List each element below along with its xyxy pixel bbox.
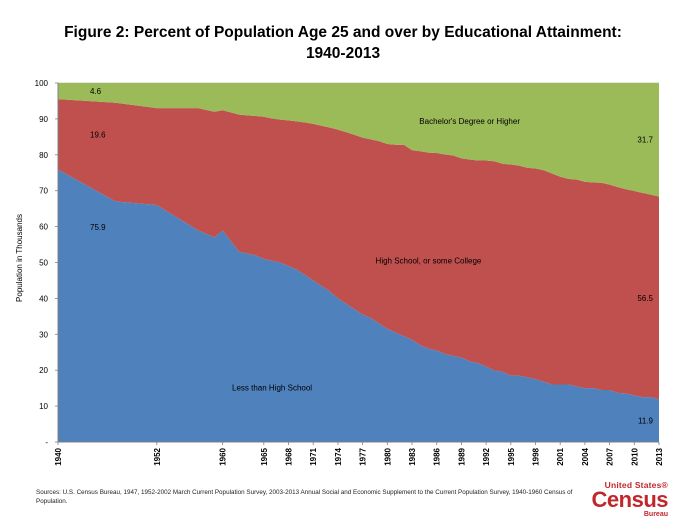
sources-note: Sources: U.S. Census Bureau, 1947, 1952-…: [36, 489, 573, 505]
data-label: 31.7: [637, 136, 653, 145]
data-label: 4.6: [90, 87, 102, 96]
x-tick-label: 1992: [482, 447, 491, 465]
series-label: Bachelor's Degree or Higher: [419, 117, 520, 126]
y-tick-label: -: [45, 438, 48, 447]
x-tick-label: 1940: [54, 447, 63, 465]
annotations: Bachelor's Degree or Higher High School, …: [90, 87, 654, 426]
y-tick-labels: - 10 20 30 40 50 60 70 80 90 100: [35, 79, 58, 447]
area-series-group: [58, 83, 659, 442]
data-label: 75.9: [90, 223, 106, 232]
logo-line-bureau: Bureau: [643, 511, 668, 518]
x-tick-label: 1952: [153, 447, 162, 465]
y-tick-label: 60: [39, 223, 48, 232]
x-tick-label: 1965: [260, 447, 269, 465]
x-tick-label: 1968: [285, 447, 294, 465]
x-tick-label: 2001: [556, 447, 565, 465]
census-bureau-logo: United States® Census Bureau: [588, 480, 669, 524]
x-tick-label: 1977: [359, 447, 368, 465]
x-tick-label: 2004: [581, 447, 590, 465]
y-tick-label: 90: [39, 115, 48, 124]
area-series-1: [58, 99, 659, 400]
x-tick-label: 1983: [408, 447, 417, 465]
x-tick-label: 1971: [309, 447, 318, 465]
data-label: 19.6: [90, 130, 106, 139]
logo-line-united-states: United States®: [604, 480, 668, 490]
area-series-2: [58, 83, 659, 197]
x-tick-label: 1995: [507, 447, 516, 465]
x-tick-label: 2013: [655, 447, 664, 465]
series-label: Less than High School: [232, 384, 312, 393]
area-series-0: [58, 169, 659, 442]
x-tick-label: 1974: [334, 447, 343, 465]
x-tick-label: 1960: [219, 447, 228, 465]
chart-title-line1: Figure 2: Percent of Population Age 25 a…: [64, 24, 622, 41]
x-tick-labels: 1940 1952 1960 1965 1968 1971 1974 1977 1980 1983…: [54, 442, 664, 466]
logo-line-census: Census: [591, 487, 669, 512]
data-label: 11.9: [638, 417, 654, 426]
y-tick-label: 80: [39, 151, 48, 160]
y-tick-label: 30: [39, 330, 48, 339]
data-label: 56.5: [637, 294, 653, 303]
y-tick-label: 50: [39, 259, 48, 268]
y-tick-label: 70: [39, 187, 48, 196]
chart-title-line2: 1940-2013: [305, 45, 381, 62]
y-tick-label: 100: [35, 79, 49, 88]
x-tick-label: 1998: [532, 447, 541, 465]
x-tick-label: 2010: [630, 447, 639, 465]
y-tick-label: 40: [39, 294, 48, 303]
chart-title: Figure 2: Percent of Population Age 25 a…: [0, 22, 686, 64]
series-label: High School, or some College: [376, 256, 482, 265]
y-axis-label: Population in Thousands: [15, 214, 24, 302]
x-tick-label: 1986: [433, 447, 442, 465]
y-tick-label: 10: [39, 402, 48, 411]
y-tick-label: 20: [39, 366, 48, 375]
x-tick-label: 2007: [606, 447, 615, 465]
x-tick-label: 1980: [383, 447, 392, 465]
x-tick-label: 1989: [457, 447, 466, 465]
